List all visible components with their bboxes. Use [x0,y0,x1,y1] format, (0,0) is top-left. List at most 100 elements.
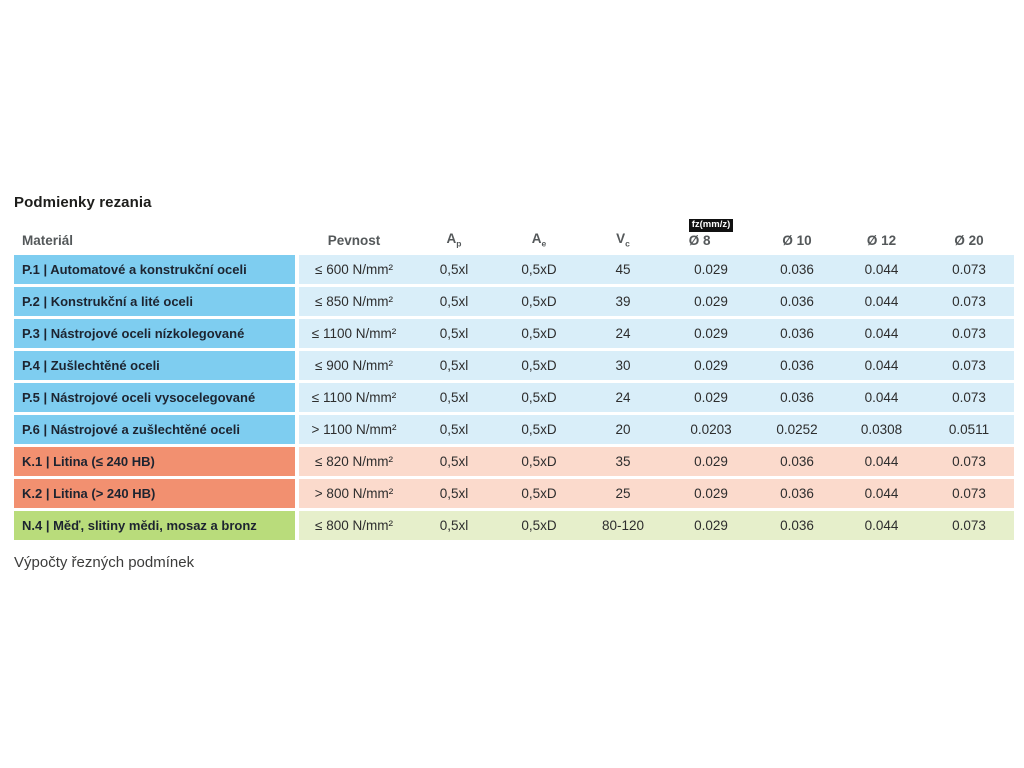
material-cell: P.6 | Nástrojové a zušlechtěné oceli [14,415,295,444]
column-header-ae: Ae [531,230,547,249]
table-row: P.3 | Nástrojové oceli nízkolegované ≤ 1… [14,319,1014,348]
ae-cell: 0,5xD [521,358,557,373]
pevnost-cell: ≤ 850 N/mm² [315,294,393,309]
fz-d8-cell: 0.029 [694,262,728,277]
ap-cell: 0,5xl [439,518,469,533]
cutting-conditions-section: Podmienky rezania Materiál Pevnost Ap Ae… [14,194,1014,571]
fz-d10-cell: 0.036 [780,518,814,533]
fz-d8-cell: 0.029 [694,326,728,341]
fz-d12-cell: 0.044 [864,294,899,309]
table-row: P.5 | Nástrojové oceli vysocelegované ≤ … [14,383,1014,412]
material-cell: P.5 | Nástrojové oceli vysocelegované [14,383,295,412]
material-cell: P.2 | Konstrukční a lité oceli [14,287,295,316]
fz-d10-cell: 0.036 [780,358,814,373]
fz-d20-cell: 0.073 [952,358,986,373]
fz-d20-cell: 0.073 [952,486,986,501]
pevnost-cell: > 800 N/mm² [314,486,394,501]
fz-d10-cell: 0.036 [780,262,814,277]
vc-cell: 35 [615,454,631,469]
table-row: K.1 | Litina (≤ 240 HB) ≤ 820 N/mm² 0,5x… [14,447,1014,476]
column-header-pevnost: Pevnost [327,233,381,249]
fz-d20-cell: 0.073 [952,390,986,405]
table-row: N.4 | Měď, slitiny mědi, mosaz a bronz ≤… [14,511,1014,540]
ap-cell: 0,5xl [439,326,469,341]
fz-d10-cell: 0.036 [780,294,814,309]
ae-cell: 0,5xD [521,390,557,405]
material-cell: N.4 | Měď, slitiny mědi, mosaz a bronz [14,511,295,540]
column-header-material: Materiál [22,233,74,249]
fz-d8-cell: 0.029 [694,486,728,501]
column-header-d12: Ø 12 [866,233,897,249]
row-values: ≤ 800 N/mm² 0,5xl 0,5xD 80-120 0.029 0.0… [299,511,1014,540]
ap-cell: 0,5xl [439,454,469,469]
row-values: ≤ 1100 N/mm² 0,5xl 0,5xD 24 0.029 0.036 … [299,319,1014,348]
fz-d12-cell: 0.044 [864,262,899,277]
column-header-d8: fz(mm/z) Ø 8 [667,216,755,249]
material-cell: K.1 | Litina (≤ 240 HB) [14,447,295,476]
fz-d20-cell: 0.073 [952,326,986,341]
fz-d8-cell: 0.029 [694,518,728,533]
fz-d12-cell: 0.044 [864,486,899,501]
ae-cell: 0,5xD [521,422,557,437]
ae-cell: 0,5xD [521,326,557,341]
table-row: P.6 | Nástrojové a zušlechtěné oceli > 1… [14,415,1014,444]
table-row: P.1 | Automatové a konstrukční oceli ≤ 6… [14,255,1014,284]
pevnost-cell: ≤ 1100 N/mm² [311,390,397,405]
ap-cell: 0,5xl [439,262,469,277]
table-row: K.2 | Litina (> 240 HB) > 800 N/mm² 0,5x… [14,479,1014,508]
fz-d8-cell: 0.029 [694,358,728,373]
fz-d10-cell: 0.036 [780,390,814,405]
row-values: ≤ 850 N/mm² 0,5xl 0,5xD 39 0.029 0.036 0… [299,287,1014,316]
fz-d12-cell: 0.044 [864,454,899,469]
pevnost-cell: > 1100 N/mm² [311,422,397,437]
fz-d20-cell: 0.073 [952,294,986,309]
fz-d10-cell: 0.036 [780,486,814,501]
ap-cell: 0,5xl [439,358,469,373]
fz-d10-cell: 0.036 [780,454,814,469]
ap-cell: 0,5xl [439,390,469,405]
vc-cell: 80-120 [601,518,645,533]
ae-cell: 0,5xD [521,262,557,277]
pevnost-cell: ≤ 820 N/mm² [315,454,393,469]
material-cell: K.2 | Litina (> 240 HB) [14,479,295,508]
column-header-d8-label: Ø 8 [688,233,711,249]
table-row: P.2 | Konstrukční a lité oceli ≤ 850 N/m… [14,287,1014,316]
ae-cell: 0,5xD [521,518,557,533]
fz-d12-cell: 0.0308 [860,422,903,437]
fz-d20-cell: 0.073 [952,262,986,277]
table-row: P.4 | Zušlechtěné oceli ≤ 900 N/mm² 0,5x… [14,351,1014,380]
fz-d8-cell: 0.029 [694,390,728,405]
fz-d12-cell: 0.044 [864,390,899,405]
column-header-d10: Ø 10 [782,233,812,249]
fz-d12-cell: 0.044 [864,518,899,533]
vc-cell: 24 [615,326,631,341]
ap-cell: 0,5xl [439,422,469,437]
fz-d8-cell: 0.029 [694,454,728,469]
fz-d10-cell: 0.0252 [776,422,818,437]
vc-cell: 30 [615,358,631,373]
fz-d12-cell: 0.044 [864,326,899,341]
row-values: ≤ 1100 N/mm² 0,5xl 0,5xD 24 0.029 0.036 … [299,383,1014,412]
ap-cell: 0,5xl [439,294,469,309]
material-cell: P.3 | Nástrojové oceli nízkolegované [14,319,295,348]
pevnost-cell: ≤ 1100 N/mm² [311,326,397,341]
row-values: > 800 N/mm² 0,5xl 0,5xD 25 0.029 0.036 0… [299,479,1014,508]
vc-cell: 39 [615,294,631,309]
vc-cell: 25 [615,486,631,501]
vc-cell: 24 [615,390,631,405]
material-cell: P.1 | Automatové a konstrukční oceli [14,255,295,284]
vc-cell: 20 [615,422,631,437]
column-header-ap: Ap [446,230,462,249]
table-header-row: Materiál Pevnost Ap Ae Vc fz(mm/z) Ø 8 Ø… [14,218,1014,255]
fz-d20-cell: 0.0511 [948,422,990,437]
fz-d12-cell: 0.044 [864,358,899,373]
column-header-d20: Ø 20 [954,233,984,249]
pevnost-cell: ≤ 800 N/mm² [315,518,393,533]
material-cell: P.4 | Zušlechtěné oceli [14,351,295,380]
table-caption: Výpočty řezných podmínek [14,554,195,571]
fz-d20-cell: 0.073 [952,518,986,533]
fz-unit-badge: fz(mm/z) [688,218,734,233]
ae-cell: 0,5xD [521,454,557,469]
row-values: ≤ 820 N/mm² 0,5xl 0,5xD 35 0.029 0.036 0… [299,447,1014,476]
